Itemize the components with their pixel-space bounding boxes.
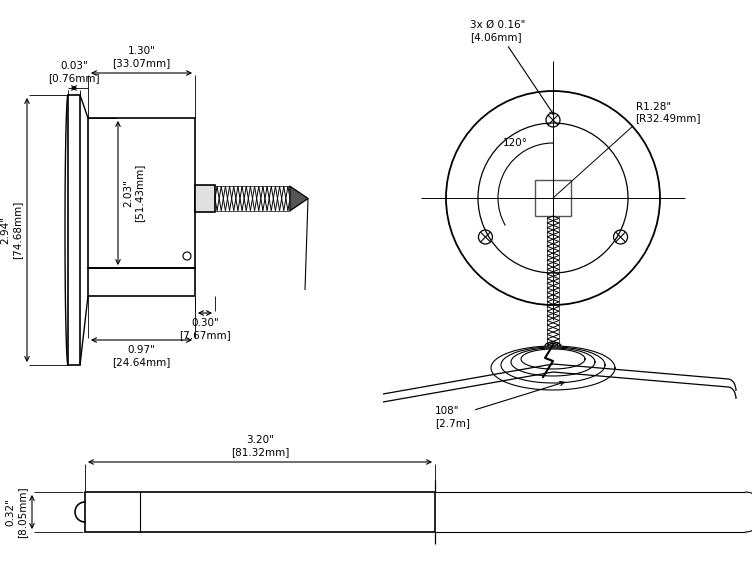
Text: 3x Ø 0.16"
[4.06mm]: 3x Ø 0.16" [4.06mm] (470, 20, 553, 114)
Text: 0.97"
[24.64mm]: 0.97" [24.64mm] (112, 345, 171, 367)
Text: 3.20"
[81.32mm]: 3.20" [81.32mm] (231, 436, 290, 457)
Text: 0.32"
[8.05mm]: 0.32" [8.05mm] (5, 486, 27, 538)
Polygon shape (290, 186, 308, 211)
Text: R1.28"
[R32.49mm]: R1.28" [R32.49mm] (635, 102, 701, 123)
Text: 108"
[2.7m]: 108" [2.7m] (435, 382, 564, 427)
Text: 120°: 120° (502, 138, 527, 148)
Text: 2.94"
[74.68mm]: 2.94" [74.68mm] (1, 201, 22, 259)
Polygon shape (195, 185, 215, 212)
Text: 1.30"
[33.07mm]: 1.30" [33.07mm] (112, 46, 171, 68)
Text: 0.03"
[0.76mm]: 0.03" [0.76mm] (48, 62, 100, 83)
Text: 0.30"
[7.67mm]: 0.30" [7.67mm] (179, 318, 231, 340)
Text: 2.03"
[51.43mm]: 2.03" [51.43mm] (123, 164, 144, 222)
